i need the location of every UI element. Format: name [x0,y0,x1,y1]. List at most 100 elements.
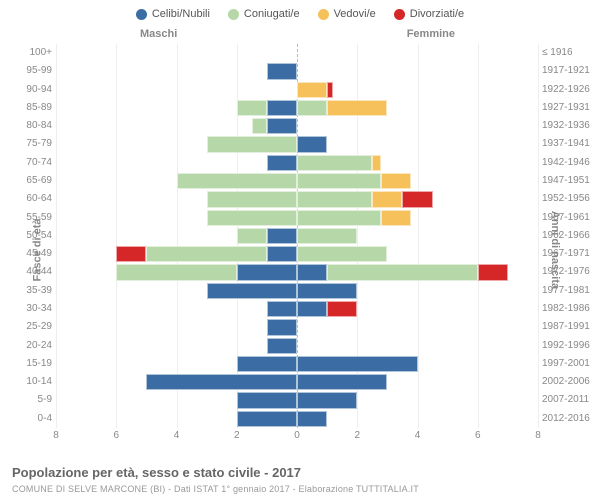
age-label: 95-99 [12,62,52,80]
birth-label: 1937-1941 [542,135,598,153]
y-axis-left-title: Fasce di età [31,219,43,282]
bars-female [297,338,538,354]
age-row: 55-591957-1961 [56,209,538,227]
bars-male [56,264,297,280]
chart-container: Celibi/Nubili Coniugati/e Vedovi/e Divorzia… [0,0,600,500]
segment-cel [297,374,387,390]
segment-cel [237,392,297,408]
age-label: 25-29 [12,318,52,336]
gridline [538,44,539,428]
bars-female [297,392,538,408]
birth-label: 2002-2006 [542,373,598,391]
bars-female [297,411,538,427]
segment-con [297,173,381,189]
bars-female [297,45,538,61]
segment-cel [267,228,297,244]
segment-cel [237,264,297,280]
segment-cel [267,118,297,134]
age-row: 65-691947-1951 [56,172,538,190]
age-label: 0-4 [12,410,52,428]
age-label: 65-69 [12,172,52,190]
bars-male [56,100,297,116]
segment-con [237,100,267,116]
age-label: 20-24 [12,337,52,355]
legend-swatch [394,9,405,20]
legend: Celibi/Nubili Coniugati/e Vedovi/e Divorzia… [0,0,600,24]
segment-cel [297,392,357,408]
bars-female [297,173,538,189]
bars-female [297,301,538,317]
age-label: 85-89 [12,99,52,117]
legend-item: Coniugati/e [228,8,300,20]
segment-con [237,228,267,244]
birth-label: 1947-1951 [542,172,598,190]
bars-female [297,283,538,299]
segment-cel [297,264,327,280]
segment-cel [267,63,297,79]
bars-male [56,191,297,207]
bars-male [56,82,297,98]
bars-male [56,210,297,226]
bars-male [56,283,297,299]
age-row: 10-142002-2006 [56,373,538,391]
x-tick-label: 4 [415,430,421,441]
x-tick-label: 2 [234,430,240,441]
segment-con [297,155,372,171]
bars-male [56,374,297,390]
segment-con [207,210,297,226]
segment-ved [372,155,381,171]
age-label: 35-39 [12,282,52,300]
bars-male [56,118,297,134]
birth-label: 1942-1946 [542,154,598,172]
segment-cel [146,374,297,390]
legend-item: Vedovi/e [318,8,376,20]
segment-cel [237,411,297,427]
age-row: 0-42012-2016 [56,410,538,428]
legend-item: Divorziati/e [394,8,464,20]
segment-con [146,246,267,262]
age-row: 100+≤ 1916 [56,44,538,62]
bars-male [56,411,297,427]
bars-female [297,228,538,244]
segment-cel [267,155,297,171]
bars-female [297,374,538,390]
birth-label: 1987-1991 [542,318,598,336]
bars-male [56,392,297,408]
bars-male [56,338,297,354]
segment-div [116,246,146,262]
x-tick-label: 8 [535,430,541,441]
bars-male [56,63,297,79]
age-row: 45-491967-1971 [56,245,538,263]
legend-label: Divorziati/e [410,8,464,20]
age-row: 60-641952-1956 [56,190,538,208]
y-axis-right-title: Anni di nascita [549,211,561,289]
birth-label: 1982-1986 [542,300,598,318]
segment-ved [381,173,411,189]
segment-ved [381,210,411,226]
segment-cel [297,283,357,299]
bars-female [297,100,538,116]
bars-female [297,118,538,134]
segment-con [207,136,297,152]
legend-item: Celibi/Nubili [136,8,210,20]
legend-swatch [228,9,239,20]
birth-label: 2007-2011 [542,391,598,409]
legend-label: Vedovi/e [334,8,376,20]
birth-label: 1917-1921 [542,62,598,80]
segment-con [297,246,387,262]
segment-con [297,210,381,226]
segment-cel [237,356,297,372]
bars-female [297,356,538,372]
segment-ved [327,100,387,116]
age-row: 5-92007-2011 [56,391,538,409]
legend-label: Celibi/Nubili [152,8,210,20]
label-male: Maschi [140,28,177,40]
bars-female [297,319,538,335]
age-label: 80-84 [12,117,52,135]
bars-male [56,45,297,61]
segment-con [327,264,478,280]
segment-div [327,82,333,98]
label-female: Femmine [407,28,455,40]
age-label: 100+ [12,44,52,62]
age-row: 50-541962-1966 [56,227,538,245]
